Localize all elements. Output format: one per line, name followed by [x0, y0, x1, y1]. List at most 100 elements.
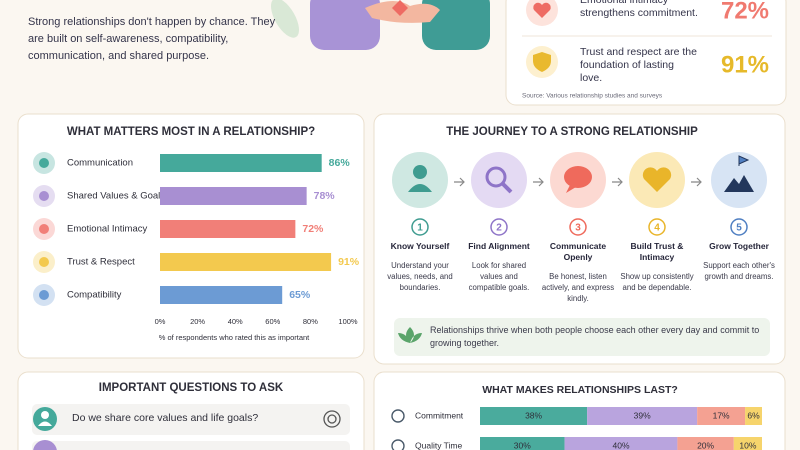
- category-label: Emotional Intimacy: [67, 224, 148, 235]
- category-icon: [39, 224, 49, 234]
- shield-icon: [533, 52, 551, 72]
- value-label: 39%: [634, 410, 651, 420]
- step-number: 5: [736, 223, 742, 234]
- stat-text: Emotional intimacy strengthens commitmen…: [580, 0, 698, 19]
- category-label: Quality Time: [415, 440, 463, 450]
- step-icon: [408, 184, 432, 192]
- source: Source: Various relationship studies and…: [522, 93, 663, 100]
- footer-text: Relationships thrive when both people ch…: [430, 325, 760, 348]
- value-label: 10%: [739, 440, 756, 450]
- value-label: 17%: [713, 410, 730, 420]
- question-icon: [33, 440, 57, 450]
- section-title: IMPORTANT QUESTIONS TO ASK: [99, 382, 284, 394]
- value-label: 91%: [338, 256, 360, 268]
- step-icon: [564, 166, 592, 188]
- bar-segment: [587, 407, 698, 425]
- category-label: Shared Values & Goals: [67, 191, 165, 202]
- step-circle: [471, 152, 527, 208]
- question-icon: [41, 411, 49, 419]
- step-icon: [642, 167, 672, 192]
- step-number: 2: [496, 223, 502, 234]
- step-icon: [501, 182, 513, 194]
- stat-card: [505, 0, 787, 106]
- step-icon: [413, 165, 427, 179]
- arrow: [533, 177, 544, 187]
- step-text: Look for shared values and compatible go…: [468, 261, 530, 292]
- bar-segment: [745, 407, 762, 425]
- category-label: Trust & Respect: [67, 257, 135, 268]
- illustration: [271, 0, 490, 50]
- stat-value: 72%: [721, 0, 769, 24]
- bar-segment: [480, 437, 565, 450]
- stat-value: 91%: [721, 51, 769, 78]
- step-icon: [485, 166, 507, 188]
- step-number-circle: [648, 218, 666, 236]
- value-label: 6%: [747, 410, 760, 420]
- step-circle: [392, 152, 448, 208]
- stat-text: Trust and respect are the foundation of …: [580, 46, 697, 84]
- step-title: Find Alignment: [468, 241, 530, 251]
- category-icon: [391, 409, 405, 423]
- step-title: Build Trust & Intimacy: [630, 241, 684, 262]
- arrow: [454, 177, 465, 187]
- x-tick-label: 20%: [190, 317, 205, 326]
- chart-title: WHAT MAKES RELATIONSHIPS LAST?: [482, 384, 678, 396]
- step-text: Understand your values, needs, and bound…: [387, 261, 453, 292]
- bar: [160, 286, 283, 304]
- step-number: 1: [417, 223, 423, 234]
- heart-icon: [533, 2, 551, 19]
- category-icon: [39, 158, 49, 168]
- step-number-circle: [490, 218, 508, 236]
- value-label: 30%: [514, 440, 531, 450]
- step: Build Trust & Intimacy Show up consistent…: [619, 241, 695, 293]
- target-icon: [327, 414, 337, 424]
- question-box: [32, 404, 350, 435]
- bar-segment: [733, 437, 762, 450]
- step: Communicate Openly Be honest, listen acti…: [540, 241, 616, 304]
- category-icon: [39, 290, 49, 300]
- step-title: Communicate Openly: [549, 241, 607, 262]
- bar: [160, 187, 307, 205]
- step-icon: [724, 175, 754, 192]
- category-icon: [39, 257, 49, 267]
- value-label: 72%: [302, 223, 324, 235]
- step-number-circle: [569, 218, 587, 236]
- step: Grow Together Support each other's growth…: [701, 241, 777, 282]
- category-icon: [391, 439, 405, 450]
- section-title: THE JOURNEY TO A STRONG RELATIONSHIP: [446, 126, 698, 138]
- category-label: Commitment: [415, 410, 464, 420]
- step-text: Show up consistently and be dependable.: [620, 272, 694, 292]
- bar-segment: [480, 407, 588, 425]
- step-title: Know Yourself: [390, 241, 450, 251]
- leaf-icon: [398, 327, 422, 343]
- arrow: [612, 177, 623, 187]
- step-number: 4: [654, 223, 660, 234]
- step-icon: [738, 155, 750, 166]
- question-box: [32, 441, 350, 450]
- x-tick-label: 60%: [265, 317, 280, 326]
- value-label: 20%: [697, 440, 714, 450]
- x-axis-label: % of respondents who rated this as impor…: [159, 333, 310, 342]
- bar: [160, 220, 296, 238]
- step-text: Support each other's growth and dreams.: [703, 261, 775, 281]
- bar-segment: [677, 437, 734, 450]
- category-label: Communication: [67, 158, 133, 169]
- intro-text: Strong relationships don't happen by cha…: [28, 16, 276, 62]
- chart-title: WHAT MATTERS MOST IN A RELATIONSHIP?: [67, 126, 315, 138]
- step-title: Grow Together: [709, 241, 769, 251]
- x-tick-label: 100%: [338, 317, 358, 326]
- step-text: Be honest, listen actively, and express …: [541, 272, 615, 303]
- step-circle: [711, 152, 767, 208]
- bar: [160, 154, 322, 172]
- target-icon: [323, 410, 341, 428]
- step-icon: [566, 185, 576, 193]
- step-number-circle: [730, 218, 748, 236]
- x-tick-label: 40%: [228, 317, 243, 326]
- step: Know Yourself Understand your values, nee…: [382, 241, 458, 293]
- step: Find Alignment Look for shared values and…: [461, 241, 537, 293]
- value-label: 86%: [329, 157, 351, 169]
- value-label: 65%: [289, 289, 311, 301]
- value-label: 40%: [612, 440, 629, 450]
